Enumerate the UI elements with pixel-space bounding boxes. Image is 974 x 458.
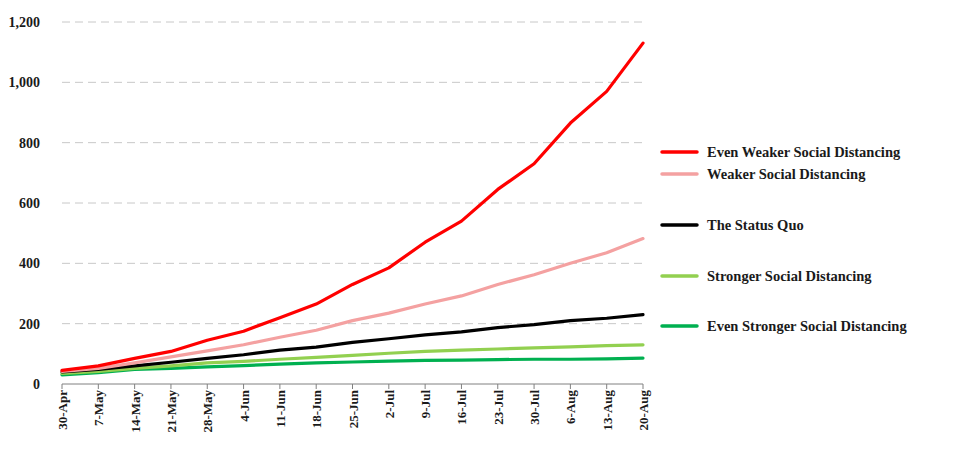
series-line — [62, 239, 643, 372]
y-tick-label: 400 — [19, 256, 40, 271]
x-tick-label: 4-Jun — [237, 389, 252, 422]
x-tick — [98, 384, 99, 389]
x-tick-label: 30-Apr — [55, 390, 70, 430]
grid-line — [62, 22, 643, 23]
x-tick-label: 18-Jun — [309, 389, 324, 428]
x-tick — [62, 384, 63, 389]
plot-area — [62, 43, 643, 375]
y-tick-label: 1,000 — [9, 75, 41, 90]
grid-line — [62, 82, 643, 83]
x-tick — [388, 384, 389, 389]
grid-line — [62, 263, 643, 264]
legend-swatch — [662, 274, 697, 278]
grid-line — [62, 142, 643, 143]
legend-swatch — [662, 172, 697, 176]
x-tick — [243, 384, 244, 389]
legend-swatch — [662, 223, 697, 227]
x-tick-label: 13-Aug — [600, 390, 615, 431]
x-tick-label: 28-May — [200, 390, 215, 433]
x-tick-label: 7-May — [91, 390, 106, 427]
x-tick — [643, 384, 644, 389]
x-tick — [606, 384, 607, 389]
x-tick — [425, 384, 426, 389]
x-tick — [170, 384, 171, 389]
x-tick-label: 2-Jul — [382, 390, 397, 419]
x-tick — [316, 384, 317, 389]
series-line — [62, 315, 643, 372]
legend-label: The Status Quo — [707, 217, 804, 233]
x-tick-label: 6-Aug — [563, 390, 578, 424]
legend-label: Even Weaker Social Distancing — [707, 144, 901, 160]
grid-line — [62, 203, 643, 204]
x-tick — [570, 384, 571, 389]
series-line — [62, 43, 643, 370]
y-tick-label: 200 — [19, 317, 40, 332]
y-tick-label: 0 — [33, 377, 40, 392]
x-tick-label: 9-Jul — [418, 390, 433, 419]
x-tick-label: 23-Jul — [491, 390, 506, 425]
x-tick — [134, 384, 135, 389]
legend-label: Even Stronger Social Distancing — [707, 318, 907, 334]
y-tick-label: 600 — [19, 196, 40, 211]
x-tick — [207, 384, 208, 389]
legend: Even Weaker Social Distancing Weaker Soci… — [662, 144, 907, 334]
x-tick-label: 21-May — [164, 390, 179, 433]
y-tick-label: 1,200 — [9, 15, 41, 30]
x-tick — [461, 384, 462, 389]
x-tick-label: 20-Aug — [636, 390, 651, 431]
y-tick-label: 800 — [19, 136, 40, 151]
x-tick-label: 30-Jul — [527, 390, 542, 425]
x-tick-label: 11-Jun — [273, 389, 288, 427]
legend-label: Stronger Social Distancing — [707, 268, 872, 284]
legend-swatch — [662, 150, 697, 154]
x-tick — [352, 384, 353, 389]
x-tick-label: 14-May — [128, 390, 143, 433]
x-tick — [497, 384, 498, 389]
x-tick — [534, 384, 535, 389]
x-tick-label: 25-Jun — [346, 389, 361, 428]
chart: 0 200 400 600 800 1,000 1,200 30-Apr 7-May 14-May… — [0, 0, 974, 458]
x-tick-label: 16-Jul — [454, 390, 469, 425]
x-tick — [279, 384, 280, 389]
legend-swatch — [662, 324, 697, 328]
legend-label: Weaker Social Distancing — [707, 166, 866, 182]
